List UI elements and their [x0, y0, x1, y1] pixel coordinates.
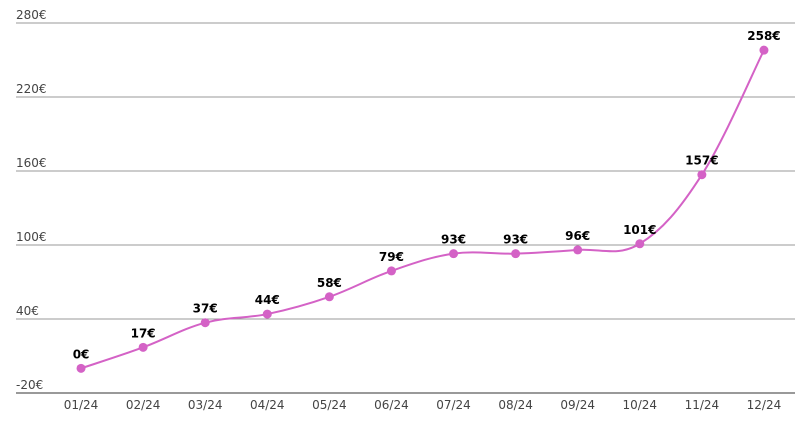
x-tick-label: 05/24	[312, 398, 347, 412]
value-label: 258€	[747, 29, 780, 43]
value-label: 79€	[379, 250, 404, 264]
y-tick-label: 280€	[16, 8, 47, 22]
x-tick-label: 03/24	[188, 398, 223, 412]
x-tick-label: 12/24	[747, 398, 782, 412]
value-label: 17€	[131, 326, 156, 340]
value-label: 157€	[685, 154, 718, 168]
point	[449, 249, 459, 259]
y-tick-label: 40€	[16, 304, 39, 318]
line	[80, 49, 765, 370]
y-tick-label: 100€	[16, 230, 47, 244]
point	[324, 292, 334, 302]
y-tick-label: 220€	[16, 82, 47, 96]
point	[76, 363, 86, 373]
value-label: 0€	[73, 347, 90, 361]
point	[759, 45, 769, 55]
x-tick-label: 02/24	[126, 398, 161, 412]
point	[635, 239, 645, 249]
value-label: 37€	[193, 302, 218, 316]
x-tick-label: 07/24	[436, 398, 471, 412]
value-label: 93€	[503, 233, 528, 247]
point	[573, 245, 583, 255]
y-tick-label: 160€	[16, 156, 47, 170]
value-label: 93€	[441, 233, 466, 247]
x-tick-label: 11/24	[685, 398, 720, 412]
x-tick-label: 09/24	[560, 398, 595, 412]
value-label: 96€	[565, 229, 590, 243]
point	[262, 309, 272, 319]
point	[511, 249, 521, 259]
point	[697, 170, 707, 180]
x-tick-label: 06/24	[374, 398, 409, 412]
x-tick-label: 01/24	[64, 398, 99, 412]
x-tick-label: 08/24	[498, 398, 533, 412]
value-label: 44€	[255, 293, 280, 307]
x-tick-label: 04/24	[250, 398, 285, 412]
point	[386, 266, 396, 276]
value-label: 58€	[317, 276, 342, 290]
y-tick-label: -20€	[16, 378, 43, 392]
x-tick-label: 10/24	[622, 398, 657, 412]
point	[200, 318, 210, 328]
point	[138, 342, 148, 352]
value-label: 101€	[623, 223, 656, 237]
